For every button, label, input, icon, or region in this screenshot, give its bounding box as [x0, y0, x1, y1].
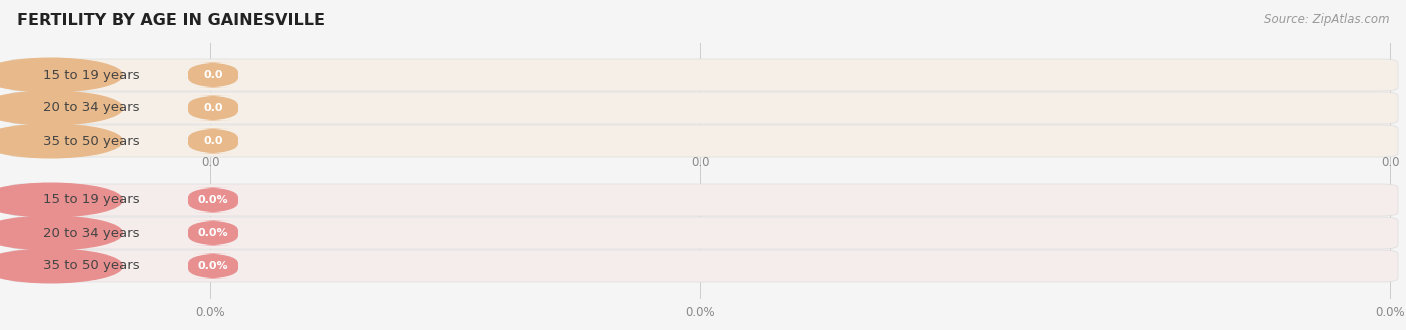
Circle shape	[0, 58, 122, 92]
Text: 20 to 34 years: 20 to 34 years	[44, 226, 139, 240]
Text: 0.0: 0.0	[204, 70, 222, 80]
Text: 0.0%: 0.0%	[685, 306, 714, 318]
FancyBboxPatch shape	[8, 184, 1398, 216]
Text: Source: ZipAtlas.com: Source: ZipAtlas.com	[1264, 13, 1389, 26]
Text: 15 to 19 years: 15 to 19 years	[44, 69, 139, 82]
Text: 15 to 19 years: 15 to 19 years	[44, 193, 139, 207]
FancyBboxPatch shape	[8, 92, 1398, 124]
Circle shape	[0, 183, 122, 217]
Text: 0.0%: 0.0%	[198, 261, 228, 271]
FancyBboxPatch shape	[8, 250, 1398, 282]
Text: 0.0: 0.0	[204, 103, 222, 113]
FancyBboxPatch shape	[8, 217, 1398, 249]
Text: 35 to 50 years: 35 to 50 years	[44, 259, 139, 273]
Text: 0.0%: 0.0%	[198, 228, 228, 238]
FancyBboxPatch shape	[8, 125, 1398, 157]
Circle shape	[0, 124, 122, 158]
Text: 0.0%: 0.0%	[195, 306, 225, 318]
FancyBboxPatch shape	[8, 59, 1398, 91]
Text: 20 to 34 years: 20 to 34 years	[44, 102, 139, 115]
FancyBboxPatch shape	[188, 220, 238, 246]
Text: 0.0%: 0.0%	[1375, 306, 1405, 318]
Text: 0.0: 0.0	[204, 136, 222, 146]
FancyBboxPatch shape	[188, 253, 238, 279]
FancyBboxPatch shape	[188, 187, 238, 213]
Circle shape	[0, 249, 122, 283]
Text: FERTILITY BY AGE IN GAINESVILLE: FERTILITY BY AGE IN GAINESVILLE	[17, 13, 325, 28]
FancyBboxPatch shape	[188, 128, 238, 154]
Text: 0.0%: 0.0%	[198, 195, 228, 205]
FancyBboxPatch shape	[188, 62, 238, 88]
Circle shape	[0, 91, 122, 125]
Circle shape	[0, 216, 122, 250]
Text: 0.0: 0.0	[1381, 155, 1399, 169]
FancyBboxPatch shape	[188, 95, 238, 121]
Text: 0.0: 0.0	[690, 155, 709, 169]
Text: 35 to 50 years: 35 to 50 years	[44, 135, 139, 148]
Text: 0.0: 0.0	[201, 155, 219, 169]
